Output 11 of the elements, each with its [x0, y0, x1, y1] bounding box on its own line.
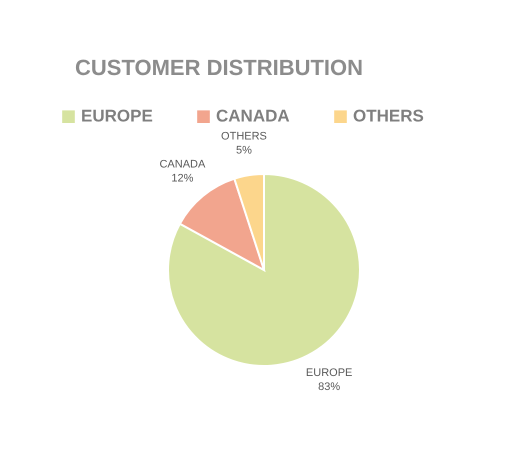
legend-label: EUROPE	[81, 106, 153, 126]
data-label: 12%	[171, 172, 194, 184]
legend-label: OTHERS	[353, 106, 424, 126]
legend-label: CANADA	[216, 106, 290, 126]
pie-slice	[167, 173, 361, 367]
data-label: 83%	[318, 381, 340, 394]
slice-label: CANADA	[159, 158, 206, 170]
slice-label: OTHERS	[221, 130, 267, 143]
data-label: 5%	[236, 144, 252, 157]
chart-title: CUSTOMER DISTRIBUTION	[75, 55, 364, 80]
slice-label: EUROPE	[306, 367, 352, 380]
